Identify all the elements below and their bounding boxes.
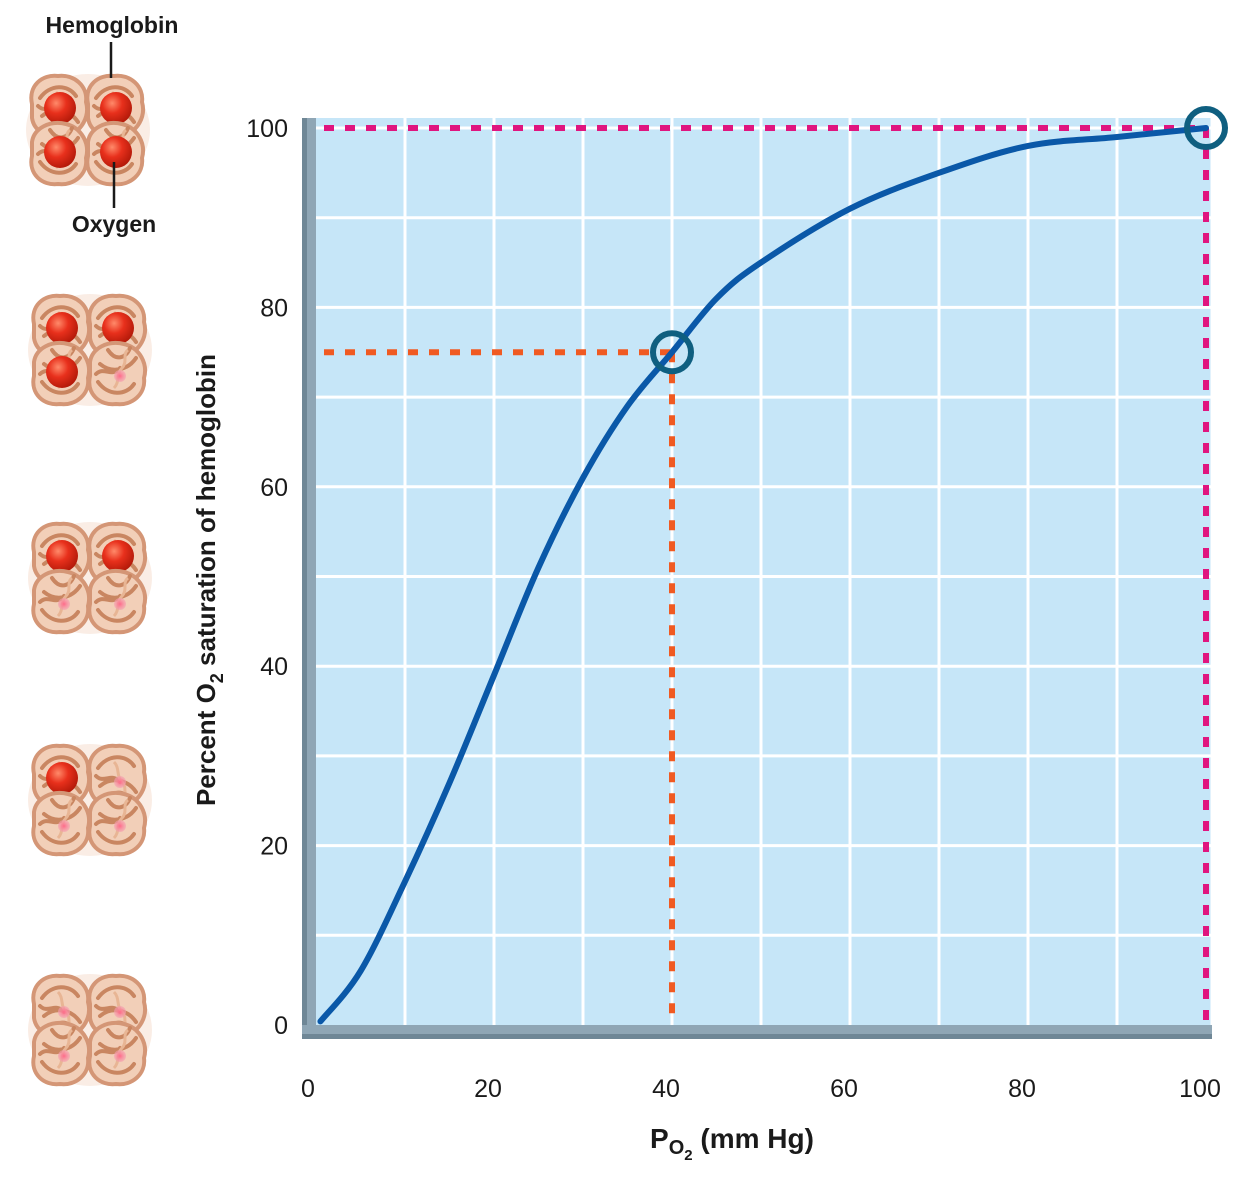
heme-group-icon <box>58 1050 70 1062</box>
hemoglobin-molecule-0-o2 <box>28 973 152 1087</box>
dissociation-curve <box>317 125 1209 1025</box>
x-tick-label: 20 <box>474 1075 502 1103</box>
oxygen-icon <box>102 540 134 572</box>
hemoglobin-molecule-1-o2 <box>28 743 152 857</box>
x-tick-label: 0 <box>301 1075 315 1103</box>
oxygen-icon <box>102 312 134 344</box>
oxygen-label: Oxygen <box>72 211 156 237</box>
oxygen-icon <box>100 136 132 168</box>
y-axis-title-post: saturation of hemoglobin <box>191 354 221 673</box>
heme-group-icon <box>58 1006 70 1018</box>
highlight-circle-marker <box>650 330 694 375</box>
heme-group-icon <box>58 820 70 832</box>
y-tick-label: 0 <box>274 1012 288 1040</box>
highlight-markers <box>650 106 1228 375</box>
highlight-circle-marker <box>1184 106 1228 150</box>
x-tick-label: 80 <box>1008 1075 1036 1103</box>
x-axis-title-unit: (mm Hg) <box>693 1123 814 1154</box>
y-tick-label: 60 <box>260 474 288 502</box>
heme-group-icon <box>114 776 126 788</box>
y-axis-ticks: 0 20 40 60 80 100 <box>246 115 288 1040</box>
y-axis-title-sub: 2 <box>207 673 227 683</box>
x-axis-title-2: 2 <box>684 1147 692 1164</box>
guide-lines <box>324 125 1209 1023</box>
heme-group-icon <box>114 1050 126 1062</box>
heme-group-icon <box>114 598 126 610</box>
oxygen-icon <box>44 92 76 124</box>
hemoglobin-molecule-3-o2 <box>28 293 152 407</box>
x-axis-ticks: 0 20 40 60 80 100 <box>301 1075 1221 1103</box>
oxygen-icon <box>46 312 78 344</box>
oxygen-icon <box>46 540 78 572</box>
x-axis-title-o: O <box>669 1137 685 1159</box>
oxygen-icon <box>46 762 78 794</box>
heme-group-icon <box>114 820 126 832</box>
x-tick-label: 100 <box>1179 1075 1221 1103</box>
plot-area <box>302 106 1228 1039</box>
heme-group-icon <box>114 1006 126 1018</box>
hemoglobin-illustrations <box>26 73 152 1087</box>
hemoglobin-molecule-2-o2 <box>28 521 152 635</box>
y-tick-label: 40 <box>260 653 288 681</box>
x-tick-label: 60 <box>830 1075 858 1103</box>
x-axis-title: PO2 (mm Hg) <box>650 1123 814 1164</box>
y-tick-label: 100 <box>246 115 288 143</box>
svg-text:Percent O2 saturation of hemog: Percent O2 saturation of hemoglobin <box>191 354 227 806</box>
y-tick-label: 80 <box>260 294 288 322</box>
oxygen-icon <box>46 356 78 388</box>
grid-lines <box>316 118 1214 1025</box>
heme-group-icon <box>114 370 126 382</box>
x-tick-label: 40 <box>652 1075 680 1103</box>
plot-background <box>316 118 1212 1025</box>
oxygen-icon <box>44 136 76 168</box>
y-tick-label: 20 <box>260 833 288 861</box>
x-axis-title-p: P <box>650 1123 669 1154</box>
heme-group-icon <box>58 598 70 610</box>
y-axis-title-pre: Percent O <box>191 683 221 806</box>
hemoglobin-label: Hemoglobin <box>46 12 179 38</box>
y-axis-title: Percent O2 saturation of hemoglobin <box>191 354 227 806</box>
hemoglobin-molecule-4-o2 <box>26 73 150 187</box>
oxygen-icon <box>100 92 132 124</box>
